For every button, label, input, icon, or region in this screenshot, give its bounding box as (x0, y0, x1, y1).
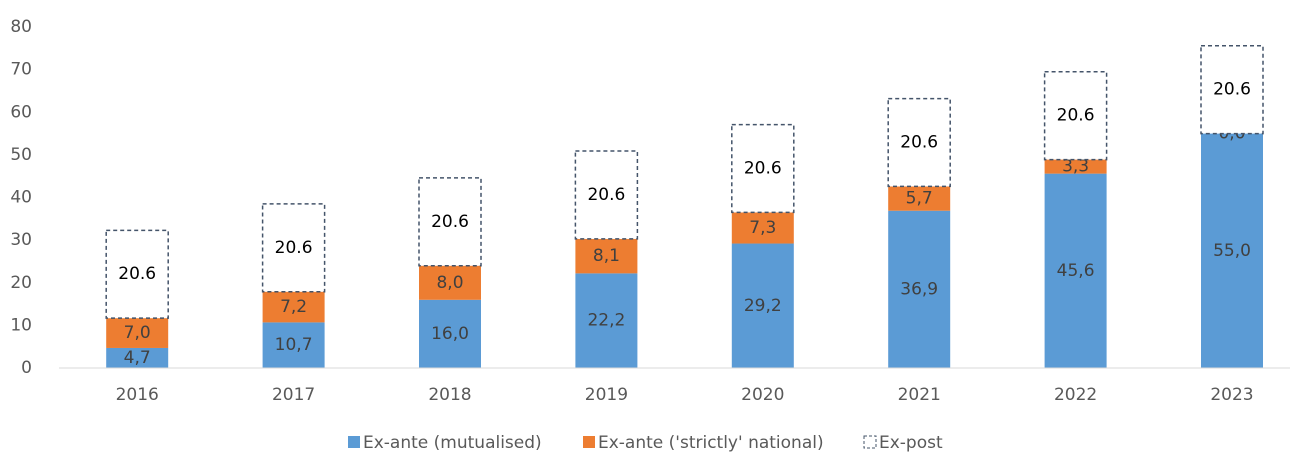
bar-segment (1201, 133, 1263, 368)
data-label: 20.6 (900, 133, 938, 153)
bar-segment (888, 186, 951, 211)
data-label: 36,9 (900, 279, 938, 299)
bar-segment (262, 291, 325, 323)
y-tick-label: 80 (10, 17, 32, 37)
y-tick-label: 0 (21, 358, 32, 378)
bar-segment (106, 318, 169, 348)
legend-label: Ex-ante (mutualised) (363, 433, 542, 453)
x-tick-label: 2023 (1210, 385, 1253, 405)
data-label: 20.6 (587, 185, 625, 205)
bar-segment (575, 238, 638, 274)
data-label: 22,2 (587, 311, 625, 331)
bar-segment (418, 177, 482, 267)
data-label: 20.6 (1213, 80, 1251, 100)
data-label: 7,3 (749, 218, 776, 238)
x-tick-label: 2018 (428, 385, 471, 405)
y-tick-label: 50 (10, 145, 32, 165)
data-label: 3,3 (1062, 157, 1089, 177)
x-tick-label: 2019 (585, 385, 628, 405)
data-label: 5,7 (906, 189, 933, 209)
bar-segment (1043, 71, 1108, 161)
legend-label: Ex-ante ('strictly' national) (598, 433, 824, 453)
data-label: 8,1 (593, 246, 620, 266)
y-tick-label: 60 (10, 102, 32, 122)
bar-segment (1200, 45, 1264, 135)
bar-segment (888, 210, 951, 368)
bar-segment (106, 347, 169, 368)
data-label: 10,7 (275, 335, 313, 355)
bar-segment (1044, 173, 1107, 368)
data-label: 7,0 (124, 323, 151, 343)
data-label: 16,0 (431, 324, 469, 344)
y-tick-label: 40 (10, 188, 32, 208)
x-tick-label: 2020 (741, 385, 784, 405)
data-label: 8,0 (436, 273, 463, 293)
data-label: 45,6 (1057, 261, 1095, 281)
legend-label: Ex-post (879, 433, 943, 453)
data-label: 55,0 (1213, 241, 1251, 261)
data-label: 4,7 (124, 348, 151, 368)
y-tick-label: 20 (10, 273, 32, 293)
data-label: 20.6 (275, 238, 313, 258)
bar-segment (1044, 159, 1107, 174)
y-tick-label: 10 (10, 315, 32, 335)
bar-segment (731, 212, 794, 244)
bar-segment (261, 203, 326, 293)
bar-segment (887, 97, 951, 188)
data-label: 20.6 (744, 159, 782, 179)
x-tick-label: 2022 (1054, 385, 1097, 405)
x-tick-label: 2017 (272, 385, 315, 405)
data-label: 29,2 (744, 296, 782, 316)
bar-segment (731, 243, 794, 368)
legend-swatch (348, 436, 360, 448)
bar-segment (731, 123, 795, 214)
x-tick-label: 2021 (898, 385, 941, 405)
bar-segment (262, 322, 325, 368)
bar-segment (105, 229, 169, 319)
data-label: 7,2 (280, 297, 307, 317)
bar-segment (575, 273, 638, 368)
data-label: 20.6 (1057, 106, 1095, 126)
y-tick-label: 70 (10, 60, 32, 80)
x-tick-label: 2016 (116, 385, 159, 405)
bar-segment (419, 299, 481, 368)
data-label: 20.6 (118, 264, 156, 284)
legend-swatch (583, 436, 595, 448)
bar-segment (574, 150, 639, 240)
bar-segment (419, 265, 481, 300)
data-label: 20.6 (431, 212, 469, 232)
y-tick-label: 30 (10, 230, 32, 250)
legend-swatch (863, 435, 877, 449)
